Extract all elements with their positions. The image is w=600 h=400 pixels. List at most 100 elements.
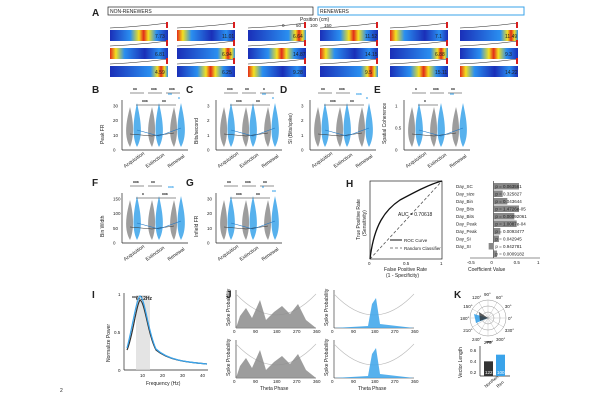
raster-trace <box>319 40 379 47</box>
j-xtick: 0 <box>331 379 334 384</box>
page-number: 2 <box>60 388 63 394</box>
y-tick: 20 <box>113 118 119 123</box>
coefficient-feature: Day_SC <box>456 184 474 189</box>
y-tick: 0 <box>395 148 398 153</box>
mean-line-nonrenewer <box>317 132 363 137</box>
violin-panel-e: E Spatial Coherence 0 0.5 1 AcquisitionExtinc… <box>374 85 470 170</box>
heatmap-peak-value: 11.01 <box>222 34 234 40</box>
violin-panel-d: D SI (Bits/spike) 0 1 2 3 AcquisitionExtinctio… <box>280 85 376 170</box>
significance-stars-renewer: ** <box>272 190 276 196</box>
violin-renewer <box>227 196 235 240</box>
j-xtick: 360 <box>411 329 419 334</box>
nonrenewer-phase-histogram <box>236 300 316 328</box>
y-tick: 3 <box>301 104 304 109</box>
raster-trace <box>319 58 379 65</box>
trial-marker <box>166 58 168 64</box>
y-label: Infield FR <box>194 215 200 237</box>
violin-nonrenewer <box>220 107 228 147</box>
panel-letter: B <box>92 85 99 96</box>
raster-trace <box>247 58 307 65</box>
heatmap-peak-value: 7.1 <box>435 34 442 40</box>
significance-stars: ** <box>162 100 166 106</box>
raster-trace <box>247 22 307 29</box>
coef-xtick: 0.5 <box>514 260 521 265</box>
y-tick: 1 <box>395 104 398 109</box>
significance-stars: ** <box>451 88 455 94</box>
trial-marker <box>304 22 306 28</box>
violin-renewer <box>321 103 329 147</box>
significance-stars: * <box>142 193 144 199</box>
raster-trace <box>109 22 169 29</box>
j-xtick: 90 <box>253 329 259 334</box>
heatmap-peak-value: 14.87 <box>293 52 306 58</box>
roc-tick: 1 <box>440 261 443 266</box>
heatmap-peak-value: 6.81 <box>155 52 165 58</box>
place-field-heatmap <box>177 48 235 59</box>
panel-letter: C <box>186 85 193 96</box>
mean-line-renewer <box>136 127 182 137</box>
heatmap-peak-value: 14.15 <box>365 52 378 58</box>
roc-tick: 0 <box>368 261 371 266</box>
x-category: Extinction <box>427 152 448 169</box>
coefficient-bar <box>493 213 515 220</box>
x-category: Renewal <box>355 154 374 170</box>
heatmap-peak-value: 6.94 <box>222 52 232 58</box>
renewers-label: RENEWERS <box>320 9 350 15</box>
polar-angle-label: 180° <box>460 316 470 321</box>
x-category: Extinction <box>145 245 166 262</box>
j-xtick: 180 <box>371 329 379 334</box>
y-tick: 0 <box>207 241 210 246</box>
mean-line-renewer <box>324 127 370 137</box>
coefficient-feature: Day_Peak <box>456 229 478 234</box>
y-label: Bits/second <box>194 118 200 144</box>
significance-stars: ** <box>227 181 231 187</box>
position-tick: 50 <box>296 23 302 28</box>
mean-line-nonrenewer <box>223 225 269 230</box>
polar-angle-label: 240° <box>472 337 482 342</box>
x-category: Acquisition <box>311 151 334 170</box>
coefficient-feature: Day_Peak <box>456 222 478 227</box>
x-category: Extinction <box>333 152 354 169</box>
raster-trace <box>389 58 449 65</box>
i-ytick: 0.5 <box>114 330 121 335</box>
violin-nonrenewer <box>148 107 156 147</box>
raster-trace <box>247 40 307 47</box>
place-field-heatmap <box>110 48 168 59</box>
j-xtick: 90 <box>351 379 357 384</box>
j-xtick: 0 <box>233 379 236 384</box>
panel-letter-a: A <box>92 8 99 19</box>
panel-h: H AUC = 0.70618 ROC Curve Random Classif… <box>346 179 540 279</box>
i-xlabel: Frequency (Hz) <box>146 381 181 387</box>
significance-stars: * <box>415 88 417 94</box>
significance-stars: *** <box>169 88 175 94</box>
significance-stars: ** <box>133 88 137 94</box>
j-xtick: 360 <box>411 379 419 384</box>
coefficient-chart: p = 0.063561 Day_SCp = 0.325827 Day_sizep … <box>456 181 540 265</box>
coefficient-pvalue: p = 1.4726e-05 <box>495 207 526 212</box>
significance-stars: ** <box>350 100 354 106</box>
panel-letter-j: J <box>226 290 232 301</box>
polar-angle-label: 120° <box>472 295 482 300</box>
heatmap-peak-value: 6.64 <box>293 34 303 40</box>
place-field-heatmap <box>320 48 378 59</box>
violin-nonrenewer <box>430 107 438 147</box>
trial-marker <box>446 22 448 28</box>
y-label: Bin Width <box>100 215 106 237</box>
vector-length-bar <box>496 354 505 376</box>
panel-k: K 90° 60°30° 0° 330° 300°270°240° 210° 180° 150… <box>454 290 514 389</box>
non-renewers-box <box>107 6 314 16</box>
x-category: Renewal <box>167 154 186 170</box>
trial-marker <box>446 58 448 64</box>
y-tick: 30 <box>207 197 213 202</box>
panel-letter-h: H <box>346 179 353 190</box>
polar-spoke <box>487 317 498 334</box>
violin-nonrenewer <box>336 107 344 147</box>
significance-stars-renewer: *** <box>168 186 174 192</box>
coefficient-pvalue: p = 0.325827 <box>495 192 522 197</box>
panel-letter: F <box>92 178 98 189</box>
polar-spoke <box>487 317 504 328</box>
renewers-box <box>317 6 525 16</box>
heatmap-peak-value: 11.49 <box>505 34 517 40</box>
